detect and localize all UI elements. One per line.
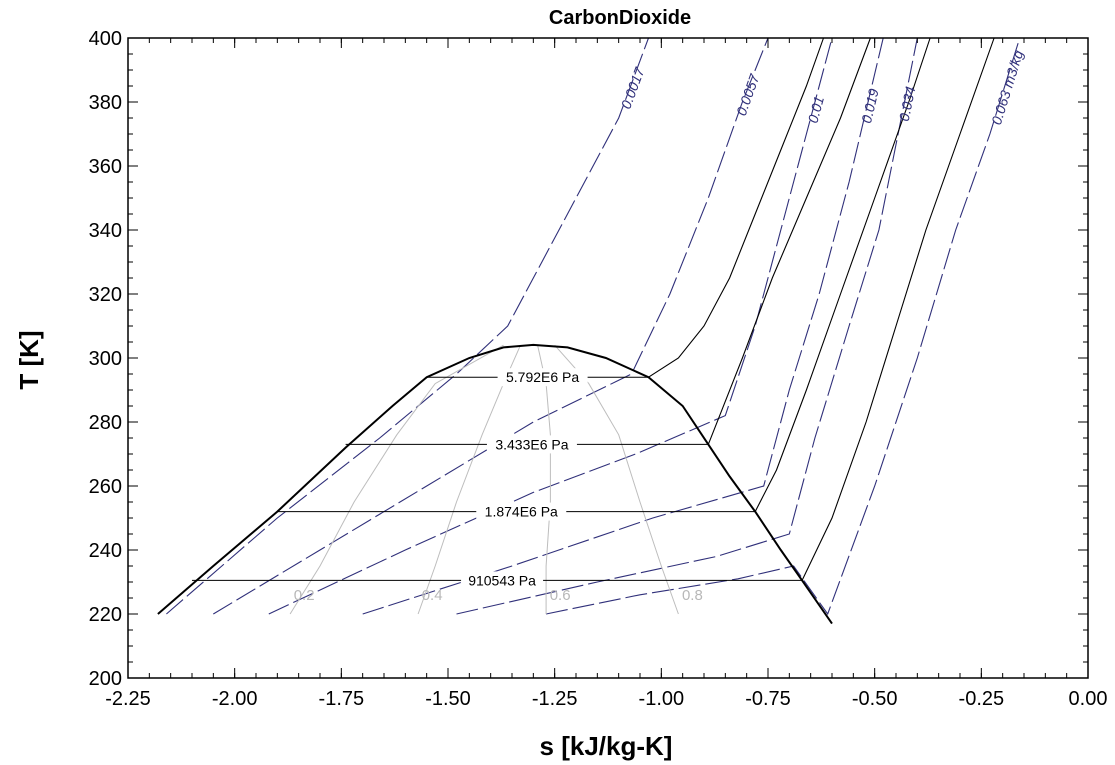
isobar-label-2: 1.874E6 Pa	[485, 504, 558, 520]
y-tick-label: 400	[89, 28, 122, 50]
isochor-line-1	[213, 37, 769, 615]
isobar-label-bg-1	[486, 435, 577, 454]
x-tick-label: -2.00	[212, 688, 258, 710]
isochor-label-4: 0.034	[896, 85, 919, 123]
chart-title: CarbonDioxide	[549, 7, 691, 29]
isobar-label-0: 5.792E6 Pa	[506, 369, 579, 385]
x-tick-label: 0.00	[1069, 688, 1108, 710]
y-tick-label: 200	[89, 668, 122, 690]
isobar-label-bg-0	[497, 368, 588, 387]
isochor-label-5: 0.063 m3/kg	[988, 48, 1026, 127]
isochor-line-2	[268, 37, 833, 615]
x-tick-label: -2.25	[105, 688, 151, 710]
isochor-line-0	[166, 37, 650, 615]
isochor-lines	[166, 37, 1021, 616]
y-tick-label: 380	[89, 92, 122, 114]
line-labels: 0.0017 0.0057 0.01 0.019 0.034 0.063 m3/kg 0.2…	[294, 48, 1027, 604]
y-tick-label: 280	[89, 412, 122, 434]
isochor-line-5	[545, 37, 1021, 616]
quality-label-0: 0.2	[294, 587, 315, 604]
y-tick-label: 240	[89, 540, 122, 562]
y-tick-label: 220	[89, 604, 122, 626]
isobar-label-bg-3	[461, 571, 544, 590]
isochor-label-1: 0.0057	[733, 71, 763, 118]
isochor-label-0: 0.0017	[618, 64, 648, 111]
y-axis-label: T [K]	[14, 330, 44, 389]
isobar-label-3: 910543 Pa	[468, 572, 536, 588]
x-tick-label: -0.50	[852, 688, 898, 710]
isobar-vapor-line-2	[754, 37, 931, 512]
y-tick-label: 360	[89, 156, 122, 178]
isochor-label-2: 0.01	[805, 94, 827, 124]
isobar-label-1: 3.433E6 Pa	[495, 436, 568, 452]
isobar-label-bg-2	[476, 502, 567, 521]
x-tick-label: -1.00	[639, 688, 685, 710]
quality-label-2: 0.6	[550, 587, 571, 604]
x-tick-label: -0.75	[745, 688, 791, 710]
saturation-curve	[157, 343, 833, 625]
x-tick-label: -1.25	[532, 688, 578, 710]
y-tick-label: 260	[89, 476, 122, 498]
x-tick-label: -0.25	[959, 688, 1005, 710]
x-axis-label: s [kJ/kg-K]	[540, 731, 673, 761]
x-tick-label: -1.75	[319, 688, 365, 710]
isobar-vapor-line-3	[801, 37, 995, 581]
saturation-dome	[157, 343, 833, 625]
y-tick-label: 300	[89, 348, 122, 370]
x-tick-label: -1.50	[425, 688, 471, 710]
isochor-label-3: 0.019	[858, 87, 882, 125]
y-tick-label: 320	[89, 284, 122, 306]
isochor-line-4	[456, 37, 918, 615]
plot-frame: -2.25 -2.00 -1.75 -1.50 -1.25 -1.00 -0.75 -0.50…	[89, 28, 1108, 710]
isochor-line-3	[362, 37, 884, 615]
isobar-vapor-line-0	[648, 37, 825, 378]
isobar-vapor-line-1	[707, 37, 871, 445]
quality-label-3: 0.8	[682, 587, 703, 604]
y-tick-label: 340	[89, 220, 122, 242]
quality-label-1: 0.4	[422, 587, 443, 604]
